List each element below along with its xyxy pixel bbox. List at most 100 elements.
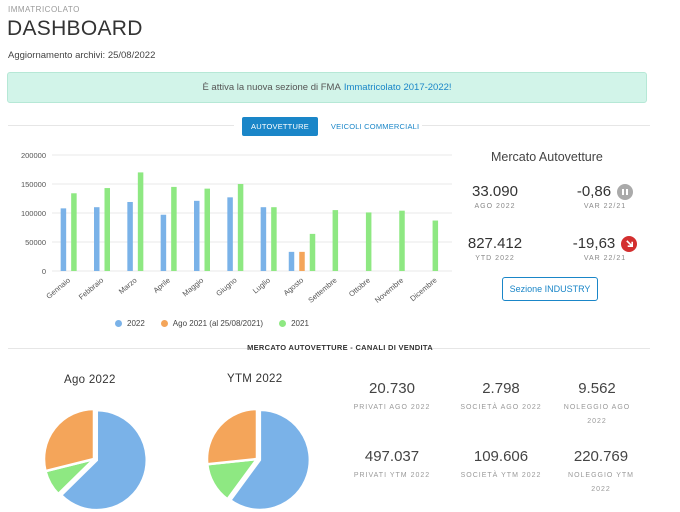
stat-label: PRIVATI YTM 2022 bbox=[353, 472, 431, 479]
bar-maggio-2022[interactable] bbox=[194, 200, 200, 271]
tab-autovetture[interactable]: AUTOVETTURE bbox=[242, 117, 318, 136]
arrow-down-right-icon bbox=[621, 235, 638, 252]
stat-societa-ago: 2.798 SOCIETÀ AGO 2022 bbox=[446, 380, 556, 415]
kpi-var-ago-value: -0,86 bbox=[576, 183, 612, 200]
kpi-var-ytd: -19,63 VAR 22/21 bbox=[565, 235, 645, 262]
kpi-ago-value: 33.090 bbox=[472, 183, 518, 200]
bar-dicembre-2021[interactable] bbox=[432, 220, 439, 271]
x-tick-label: Marzo bbox=[117, 276, 139, 296]
legend-dot bbox=[160, 320, 168, 327]
bar-luglio-2022[interactable] bbox=[260, 207, 267, 271]
stat-societa-ytm: 109.606 SOCIETÀ YTM 2022 bbox=[456, 448, 546, 483]
bar-agosto-ago[interactable] bbox=[299, 251, 305, 271]
pie-ytd-title: YTM 2022 bbox=[227, 373, 283, 385]
pie-ago-title: Ago 2022 bbox=[64, 374, 116, 386]
legend-item-2022[interactable]: 2022 bbox=[115, 319, 145, 328]
stat-label: PRIVATI AGO 2022 bbox=[353, 404, 431, 411]
channels-section-title: MERCATO AUTOVETTURE - CANALI DI VENDITA bbox=[247, 343, 433, 352]
legend-item-ago-2021[interactable]: Ago 2021 (al 25/08/2021) bbox=[160, 319, 264, 328]
banner-text: È attiva la nuova sezione di FMA bbox=[202, 82, 341, 93]
pie-slice-privati[interactable] bbox=[228, 408, 312, 510]
stat-label: SOCIETÀ AGO 2022 bbox=[460, 404, 542, 411]
bar-marzo-2021[interactable] bbox=[137, 172, 144, 271]
legend-label: 2022 bbox=[127, 319, 145, 328]
last-update-label: Aggiornamento archivi: bbox=[8, 50, 106, 61]
x-tick-label: Settembre bbox=[306, 276, 338, 305]
stat-privati-ago: 20.730 PRIVATI AGO 2022 bbox=[337, 380, 447, 415]
stat-value: 2.798 bbox=[482, 380, 520, 397]
kpi-ytd-label: YTD 2022 bbox=[475, 255, 515, 262]
stat-label: NOLEGGIO YTM 2022 bbox=[568, 472, 634, 493]
bar-luglio-2021[interactable] bbox=[271, 207, 277, 271]
y-tick-label: 100000 bbox=[21, 209, 46, 218]
market-title: Mercato Autovetture bbox=[491, 150, 603, 164]
pause-icon bbox=[617, 183, 634, 200]
bar-aprile-2022[interactable] bbox=[160, 214, 167, 271]
stat-noleggio-ytm: 220.769 NOLEGGIO YTM 2022 bbox=[560, 448, 642, 497]
stat-value: 9.562 bbox=[578, 380, 616, 397]
y-tick-label: 50000 bbox=[25, 238, 46, 247]
y-tick-label: 200000 bbox=[21, 151, 46, 160]
pie-slice-privati[interactable] bbox=[59, 408, 148, 510]
bar-ottobre-2021[interactable] bbox=[365, 212, 372, 271]
last-update-date: 25/08/2022 bbox=[107, 50, 156, 61]
x-tick-label: Luglio bbox=[251, 276, 272, 296]
y-tick-label: 0 bbox=[42, 267, 46, 276]
bar-maggio-2021[interactable] bbox=[204, 188, 211, 271]
pie-slice-noleggio[interactable] bbox=[205, 408, 259, 466]
stat-label: NOLEGGIO AGO 2022 bbox=[563, 404, 631, 425]
x-tick-label: Agosto bbox=[282, 276, 306, 298]
bar-agosto-2022[interactable] bbox=[288, 251, 295, 271]
x-tick-label: Gennaio bbox=[44, 276, 72, 301]
stat-value: 20.730 bbox=[369, 380, 415, 397]
divider bbox=[422, 125, 650, 126]
stat-noleggio-ago: 9.562 NOLEGGIO AGO 2022 bbox=[556, 380, 638, 429]
industry-section-button[interactable]: Sezione INDUSTRY bbox=[502, 277, 598, 301]
legend-dot bbox=[279, 320, 287, 327]
legend-dot bbox=[115, 320, 122, 327]
legend-label: Ago 2021 (al 25/08/2021) bbox=[172, 319, 264, 328]
bar-gennaio-2021[interactable] bbox=[71, 193, 77, 271]
x-tick-label: Ottobre bbox=[347, 276, 372, 299]
tab-veicoli-commerciali[interactable]: VEICOLI COMMERCIALI bbox=[330, 122, 420, 131]
bar-febbraio-2021[interactable] bbox=[104, 188, 111, 271]
stat-label: SOCIETÀ YTM 2022 bbox=[460, 472, 542, 479]
stat-value: 497.037 bbox=[364, 448, 420, 465]
info-banner: È attiva la nuova sezione di FMA Immatri… bbox=[7, 72, 647, 103]
stat-value: 109.606 bbox=[473, 448, 529, 465]
kpi-ago: 33.090 AGO 2022 bbox=[462, 183, 528, 210]
divider bbox=[432, 348, 650, 349]
kpi-var-ytd-value: -19,63 bbox=[572, 235, 616, 252]
pie-chart-ytd bbox=[205, 408, 312, 510]
breadcrumb: IMMATRICOLATO bbox=[8, 5, 80, 14]
kpi-ago-label: AGO 2022 bbox=[474, 203, 516, 210]
divider bbox=[8, 125, 234, 126]
kpi-var-ago-label: VAR 22/21 bbox=[583, 203, 627, 210]
legend-item-2021[interactable]: 2021 bbox=[279, 319, 309, 328]
bar-giugno-2021[interactable] bbox=[237, 184, 244, 271]
kpi-ytd-value: 827.412 bbox=[467, 235, 523, 252]
bar-aprile-2021[interactable] bbox=[171, 186, 177, 271]
monthly-registrations-chart: 0 50000 100000 150000 200000 Gennaio Febbraio M… bbox=[21, 151, 452, 305]
pie-chart-ago bbox=[42, 408, 148, 510]
chart-legend: 2022 Ago 2021 (al 25/08/2021) 2021 bbox=[115, 319, 309, 328]
kpi-var-ago: -0,86 VAR 22/21 bbox=[565, 183, 645, 210]
x-tick-label: Dicembre bbox=[408, 276, 438, 304]
y-tick-label: 150000 bbox=[21, 180, 46, 189]
x-tick-label: Febbraio bbox=[77, 276, 105, 302]
x-tick-label: Giugno bbox=[214, 276, 238, 298]
bar-giugno-2022[interactable] bbox=[227, 197, 233, 271]
bar-febbraio-2022[interactable] bbox=[94, 207, 100, 271]
bar-novembre-2021[interactable] bbox=[399, 210, 405, 271]
bar-settembre-2021[interactable] bbox=[332, 210, 339, 271]
x-tick-label: Novembre bbox=[373, 276, 405, 305]
bar-gennaio-2022[interactable] bbox=[60, 208, 67, 271]
kpi-var-ytd-label: VAR 22/21 bbox=[583, 255, 627, 262]
page-title: DASHBOARD bbox=[7, 17, 143, 40]
legend-label: 2021 bbox=[291, 319, 309, 328]
bar-agosto-2021[interactable] bbox=[309, 233, 316, 271]
pie-slice-noleggio[interactable] bbox=[42, 408, 96, 473]
banner-link[interactable]: Immatricolato 2017-2022! bbox=[343, 82, 452, 93]
bar-marzo-2022[interactable] bbox=[127, 201, 133, 271]
x-tick-label: Maggio bbox=[181, 276, 206, 299]
